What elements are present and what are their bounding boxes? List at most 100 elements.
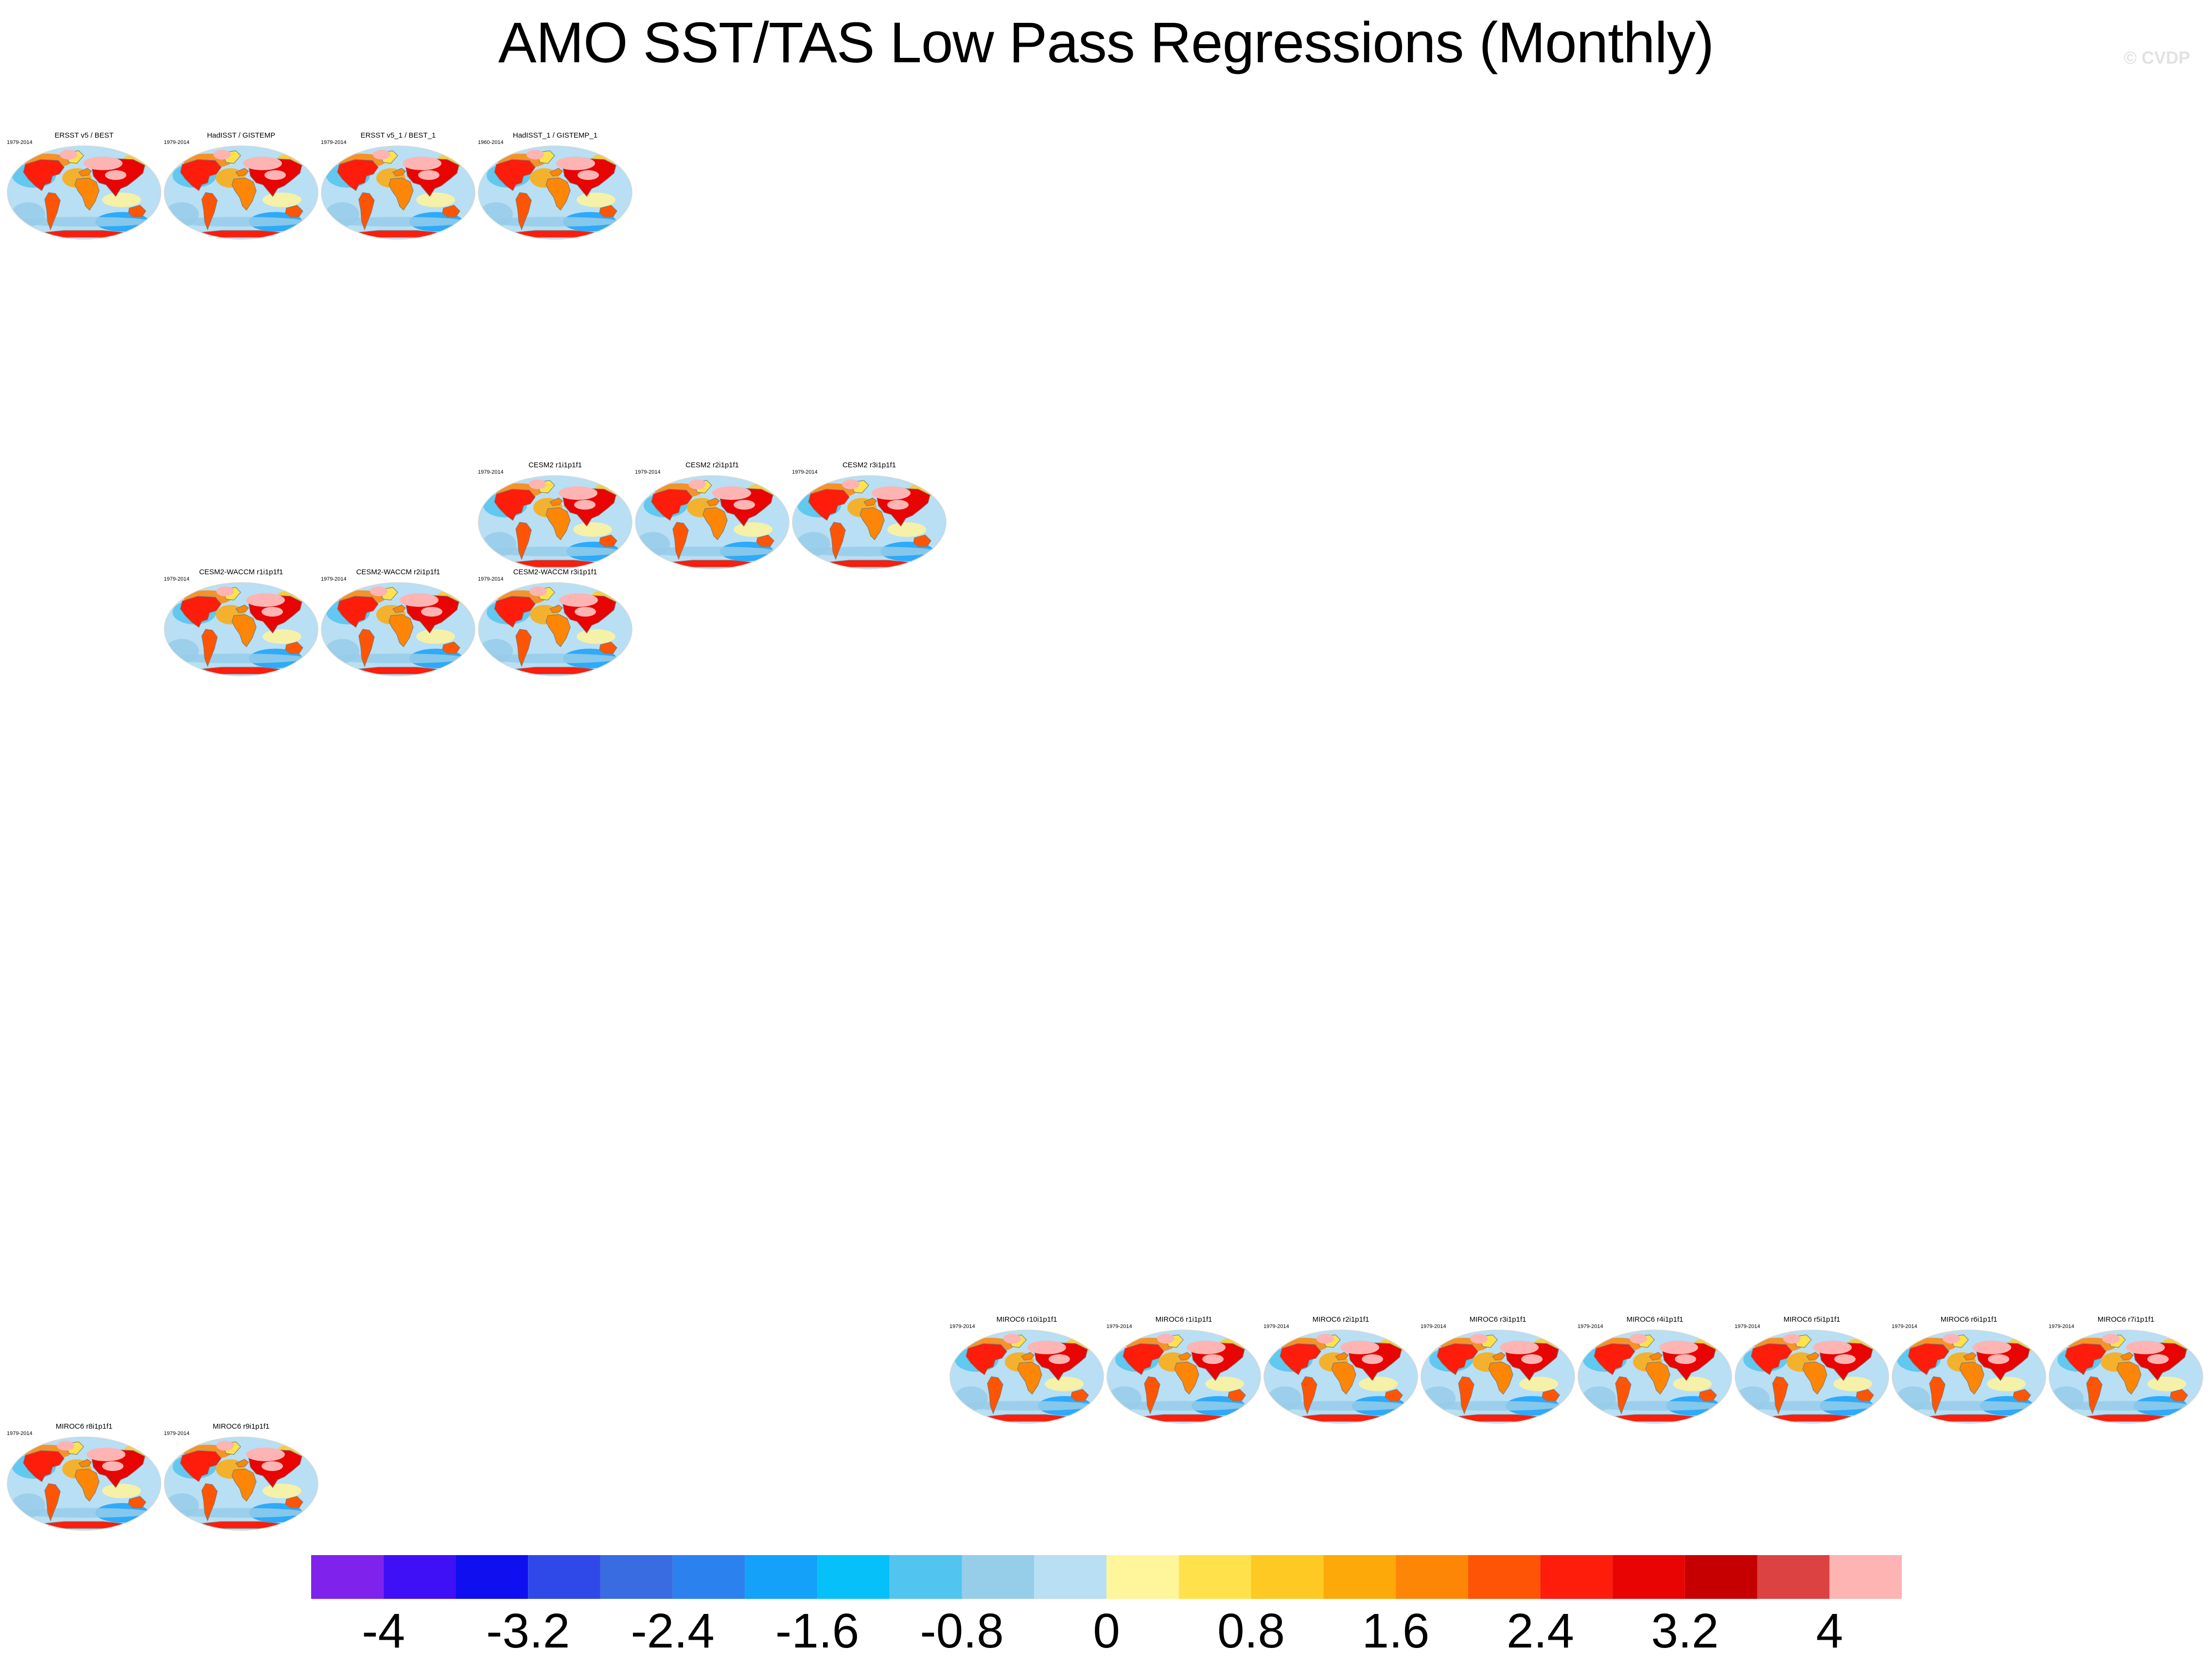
figure-title: AMO SST/TAS Low Pass Regressions (Monthl… <box>498 11 1714 75</box>
map-panel: CESM2-WACCM r3i1p1f1 1979-2014 <box>477 568 633 678</box>
anomaly-patch <box>1113 1401 1249 1411</box>
colorbar-box <box>311 1555 384 1599</box>
map-border <box>1106 1329 1261 1424</box>
land-region <box>201 1483 218 1522</box>
high-anomaly-patch <box>578 170 599 180</box>
high-anomaly-patch <box>1659 1341 1698 1354</box>
land-region <box>913 534 931 547</box>
colorbar-box <box>1395 1555 1468 1599</box>
panel-title: MIROC6 r2i1p1f1 <box>1312 1315 1369 1324</box>
map-panel: MIROC6 r4i1p1f1 1979-2014 <box>1577 1315 1733 1425</box>
land-region <box>1492 1352 1506 1361</box>
anomaly-patch <box>577 629 615 644</box>
land-region <box>1963 1352 1977 1361</box>
land-region <box>863 497 877 506</box>
high-anomaly-patch <box>373 150 390 159</box>
high-anomaly-patch <box>688 479 706 489</box>
land-region <box>1802 1362 1827 1395</box>
land-region <box>1772 1376 1789 1415</box>
panel-title: MIROC6 r5i1p1f1 <box>1783 1315 1841 1324</box>
land-region <box>23 1450 65 1482</box>
colorbar-box <box>817 1555 890 1599</box>
map-panel: CESM2 r2i1p1f1 1979-2014 <box>634 461 790 571</box>
map-border <box>635 475 790 569</box>
land-region <box>1301 1376 1317 1415</box>
land-region <box>549 168 563 177</box>
high-anomaly-patch <box>1630 1334 1647 1344</box>
high-anomaly-patch <box>60 150 77 159</box>
land-region <box>235 168 249 177</box>
map-panel: CESM2-WACCM r1i1p1f1 1979-2014 <box>163 568 319 678</box>
anomaly-patch <box>1427 1401 1563 1411</box>
colorbar-tick-label: 2.4 <box>1507 1604 1574 1658</box>
colorbar-box <box>1106 1555 1179 1599</box>
anomaly-patch <box>802 547 938 556</box>
land-region <box>44 1483 61 1522</box>
regression-map <box>1106 1329 1261 1424</box>
land-region <box>285 1496 303 1508</box>
panel-period: 1979-2014 <box>7 1431 33 1436</box>
anomaly-patch <box>263 629 301 644</box>
high-anomaly-patch <box>1470 1334 1488 1344</box>
high-anomaly-patch <box>575 607 596 617</box>
high-anomaly-patch <box>87 1448 125 1461</box>
high-anomaly-patch <box>246 1448 285 1461</box>
panel-period: 1979-2014 <box>478 469 504 475</box>
land-region <box>358 629 375 667</box>
land-region <box>180 1450 222 1482</box>
land-region <box>1751 1343 1792 1375</box>
land-region <box>756 534 774 547</box>
map-border <box>1892 1329 2046 1424</box>
anomaly-patch <box>1902 1401 2038 1411</box>
regression-map <box>164 1436 318 1531</box>
regression-map <box>949 1329 1104 1424</box>
anomaly-patch <box>17 1508 153 1518</box>
map-panel: MIROC6 r8i1p1f1 1979-2014 <box>6 1422 162 1532</box>
high-anomaly-patch <box>262 607 283 617</box>
high-anomaly-patch <box>1362 1354 1383 1364</box>
colorbar-box <box>1323 1555 1396 1599</box>
map-panel: MIROC6 r10i1p1f1 1979-2014 <box>948 1315 1105 1425</box>
panel-period: 1979-2014 <box>1735 1324 1760 1329</box>
land-region <box>1228 1389 1246 1401</box>
high-anomaly-patch <box>1500 1341 1539 1354</box>
high-anomaly-patch <box>421 607 442 617</box>
panel-period: 1979-2014 <box>792 469 818 475</box>
colorbar-box <box>962 1555 1035 1599</box>
land-region <box>651 489 693 521</box>
land-region <box>808 489 850 521</box>
panel-period: 1979-2014 <box>478 576 504 582</box>
panel-period: 1979-2014 <box>164 1431 190 1436</box>
high-anomaly-patch <box>105 170 126 180</box>
panel-title: HadISST / GISTEMP <box>207 131 276 140</box>
anomaly-patch <box>960 1401 1096 1411</box>
colorbar-tick-label: 0.8 <box>1217 1604 1285 1658</box>
panel-title: CESM2-WACCM r2i1p1f1 <box>356 568 440 576</box>
land-region <box>545 177 571 211</box>
regression-map <box>321 145 475 240</box>
map-panel: HadISST_1 / GISTEMP_1 1960-2014 <box>477 131 633 241</box>
land-region <box>285 205 303 217</box>
map-border <box>1578 1329 1732 1424</box>
land-region <box>44 192 61 230</box>
colorbar-tick-label: 0 <box>1093 1604 1120 1658</box>
colorbar-box <box>672 1555 745 1599</box>
land-region <box>1178 1352 1192 1361</box>
land-region <box>706 497 720 506</box>
panel-title: CESM2 r1i1p1f1 <box>528 461 582 469</box>
map-panel: MIROC6 r9i1p1f1 1979-2014 <box>163 1422 319 1532</box>
anomaly-patch <box>1673 1377 1712 1391</box>
panel-period: 1979-2014 <box>164 576 190 582</box>
high-anomaly-patch <box>102 1461 123 1471</box>
regression-map <box>1735 1329 1889 1424</box>
land-region <box>74 1469 100 1502</box>
regression-map <box>635 475 790 569</box>
regression-map <box>7 145 161 240</box>
anomaly-patch <box>642 547 778 556</box>
panel-title: CESM2 r2i1p1f1 <box>685 461 739 469</box>
land-region <box>1649 1352 1663 1361</box>
high-anomaly-patch <box>887 500 909 510</box>
panel-title: ERSST v5_1 / BEST_1 <box>360 131 436 140</box>
regression-map <box>478 145 632 240</box>
map-panel: ERSST v5_1 / BEST_1 1979-2014 <box>320 131 476 241</box>
